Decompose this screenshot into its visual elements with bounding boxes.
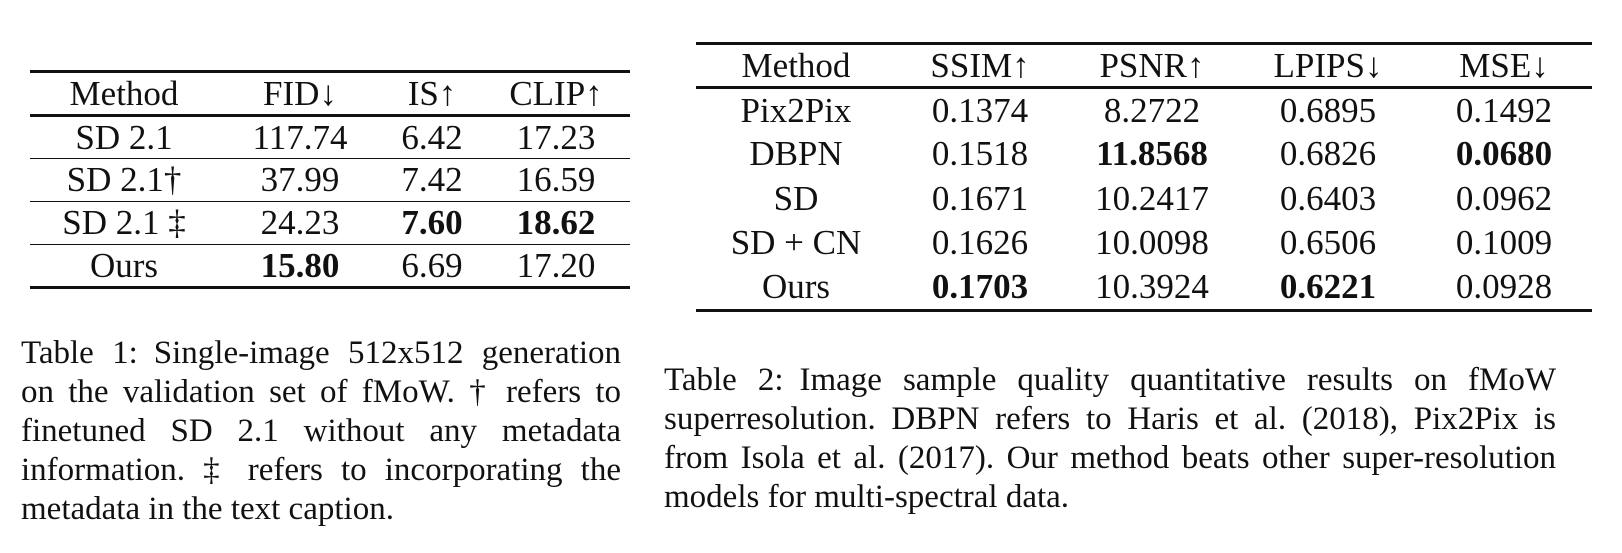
table-2-panel: Method SSIM↑ PSNR↑ LPIPS↓ MSE↓ Pix2Pix 0… — [696, 42, 1592, 312]
table-2-caption-label: Table 2: — [664, 362, 784, 398]
table-1-panel: Method FID↓ IS↑ CLIP↑ SD 2.1 117.74 6.42… — [30, 70, 630, 289]
table-cell: 0.1703 — [931, 267, 1029, 306]
table-row: SD 2.1 117.74 6.42 17.23 — [30, 115, 630, 159]
table-cell: 0.1671 — [931, 178, 1029, 218]
table-cell: 24.23 — [218, 201, 382, 245]
table-cell: 17.23 — [482, 115, 630, 159]
table-row: SD 2.1 ‡ 24.23 7.60 18.62 — [30, 201, 630, 245]
table-2-caption: Table 2: Image sample quality quantitativ… — [664, 361, 1556, 517]
table-cell: 7.60 — [382, 201, 482, 245]
table-row: SD 0.1671 10.2417 0.6403 0.0962 — [696, 177, 1592, 222]
table-cell: SD 2.1 — [30, 115, 218, 159]
table-cell: 0.1374 — [931, 90, 1029, 130]
table-cell: SD + CN — [730, 223, 862, 263]
table-cell: 117.74 — [218, 115, 382, 159]
table-cell: 10.0098 — [1095, 223, 1209, 263]
table-2-header-ssim: SSIM↑ — [896, 43, 1064, 89]
table-cell: SD — [773, 178, 819, 218]
table-cell: 0.1518 — [931, 134, 1029, 174]
table-cell: 10.3924 — [1095, 267, 1209, 306]
table-row: Ours 15.80 6.69 17.20 — [30, 245, 630, 288]
table-cell: 0.1626 — [931, 223, 1029, 263]
table-cell: 6.69 — [401, 245, 463, 285]
table-cell: SD 2.1† — [30, 158, 218, 202]
table-cell: 8.2722 — [1103, 90, 1201, 130]
table-cell: 15.80 — [260, 245, 340, 285]
table-cell: Ours — [89, 245, 159, 285]
table-cell: 0.6895 — [1279, 90, 1377, 130]
table-row: DBPN 0.1518 11.8568 0.6826 0.0680 — [696, 132, 1592, 177]
table-cell: Pix2Pix — [740, 90, 852, 130]
table-1-caption-text: Single-image 512x512 generation on the v… — [21, 335, 621, 527]
table-cell: 18.62 — [482, 201, 630, 245]
table-1-header-clip: CLIP↑ — [482, 71, 630, 117]
table-cell: 0.6826 — [1279, 134, 1377, 174]
table-cell: 0.6403 — [1279, 178, 1377, 218]
table-cell: 0.1009 — [1455, 223, 1553, 263]
table-cell: Ours — [761, 267, 831, 306]
table-cell: 0.6221 — [1279, 267, 1377, 306]
table-1-header-method: Method — [30, 71, 218, 117]
table-2: Method SSIM↑ PSNR↑ LPIPS↓ MSE↓ Pix2Pix 0… — [696, 42, 1592, 312]
table-2-header-method: Method — [696, 43, 896, 89]
table-row: SD + CN 0.1626 10.0098 0.6506 0.1009 — [696, 221, 1592, 266]
table-cell: 10.2417 — [1095, 178, 1209, 218]
table-cell: 16.59 — [482, 158, 630, 202]
table-2-header-row: Method SSIM↑ PSNR↑ LPIPS↓ MSE↓ — [696, 43, 1592, 89]
table-row: Ours 0.1703 10.3924 0.6221 0.0928 — [696, 266, 1592, 311]
table-cell: DBPN — [749, 134, 843, 174]
table-2-caption-text: Image sample quality quantitative result… — [664, 362, 1557, 515]
table-cell: 6.42 — [382, 115, 482, 159]
table-cell: 7.42 — [382, 158, 482, 202]
table-1-caption: Table 1: Single-image 512x512 generation … — [21, 334, 621, 529]
table-1-header-fid: FID↓ — [218, 71, 382, 117]
table-cell: SD 2.1 ‡ — [30, 201, 218, 245]
table-2-header-psnr: PSNR↑ — [1064, 43, 1240, 89]
table-row: Pix2Pix 0.1374 8.2722 0.6895 0.1492 — [696, 88, 1592, 133]
table-row: SD 2.1† 37.99 7.42 16.59 — [30, 158, 630, 202]
table-cell: 0.0680 — [1455, 134, 1553, 174]
table-cell: 0.0962 — [1455, 178, 1553, 218]
table-2-header-mse: MSE↓ — [1416, 43, 1592, 89]
table-1: Method FID↓ IS↑ CLIP↑ SD 2.1 117.74 6.42… — [30, 70, 630, 289]
table-cell: 0.6506 — [1279, 223, 1377, 263]
table-cell: 17.20 — [516, 245, 596, 285]
table-1-caption-label: Table 1: — [21, 335, 138, 371]
table-cell: 0.1492 — [1455, 90, 1553, 130]
table-2-header-lpips: LPIPS↓ — [1240, 43, 1416, 89]
table-cell: 37.99 — [218, 158, 382, 202]
table-1-header-row: Method FID↓ IS↑ CLIP↑ — [30, 71, 630, 117]
table-cell: 11.8568 — [1096, 134, 1208, 174]
table-cell: 0.0928 — [1455, 267, 1553, 306]
table-1-header-is: IS↑ — [382, 71, 482, 117]
